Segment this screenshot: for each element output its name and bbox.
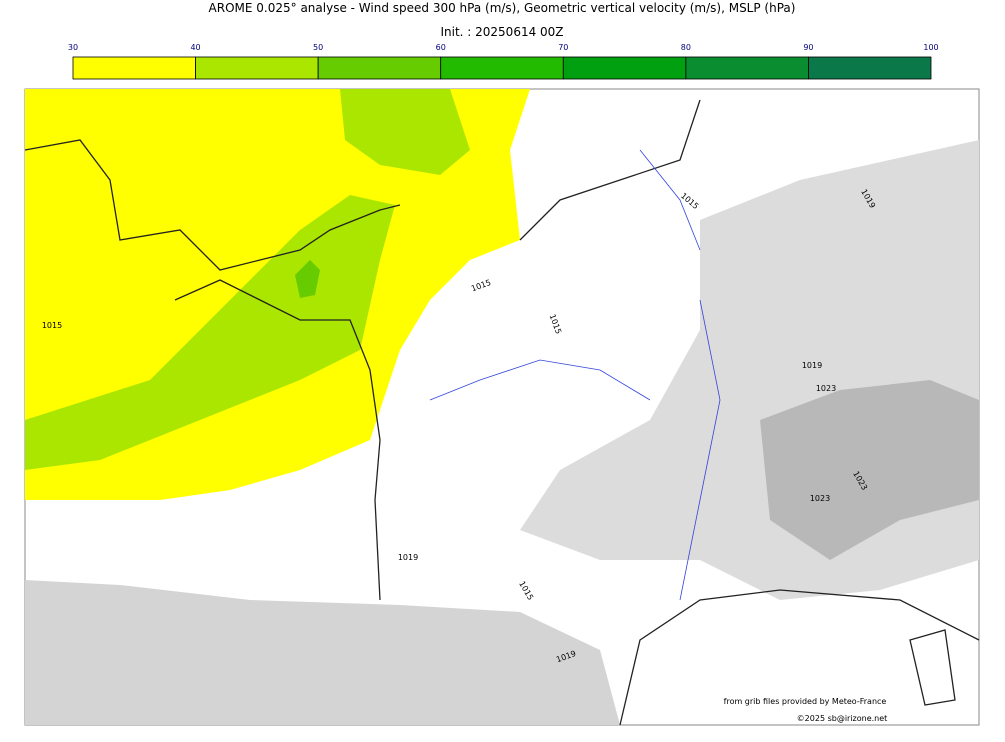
wind-60 — [295, 260, 320, 298]
title: AROME 0.025° analyse - Wind speed 300 hP… — [209, 1, 796, 15]
colorbar: 30 40 50 60 70 80 90 100 — [68, 43, 939, 80]
colorbar-tick-label: 90 — [803, 43, 813, 52]
coastline — [619, 589, 980, 726]
isobar-label: 1023 — [816, 384, 836, 393]
map-area — [24, 88, 980, 726]
colorbar-tick-label: 50 — [313, 43, 323, 52]
wind-50-north — [340, 89, 470, 175]
colorbar-tick-label: 80 — [681, 43, 691, 52]
river — [429, 359, 651, 401]
colorbar-tick-label: 100 — [923, 43, 938, 52]
river — [639, 149, 701, 251]
colorbar-tick-label: 40 — [190, 43, 200, 52]
colorbar-tick-label: 30 — [68, 43, 78, 52]
isobar-label: 1023 — [810, 494, 830, 503]
isobar-label: 1019 — [802, 361, 822, 370]
isobar-label: 1015 — [42, 321, 62, 330]
colorbar-bin — [685, 56, 809, 80]
colorbar-tick-label: 60 — [436, 43, 446, 52]
pyrenees-shade — [25, 580, 620, 725]
coastline — [24, 139, 401, 271]
credit-source: from grib files provided by Meteo-France — [724, 697, 887, 706]
border — [519, 99, 701, 241]
colorbar-bin — [317, 56, 442, 80]
wind-50 — [25, 195, 395, 470]
corsica — [909, 629, 956, 706]
colorbar-tick-label: 70 — [558, 43, 568, 52]
colorbar-bin — [195, 56, 319, 80]
colorbar-bin — [72, 56, 196, 80]
isobar-label: 1019 — [398, 553, 418, 562]
colorbar-bin — [562, 56, 687, 80]
river — [679, 299, 721, 601]
init-time: Init. : 20250614 00Z — [440, 25, 563, 39]
colorbar-bin — [440, 56, 564, 80]
colorbar-bin — [808, 56, 932, 80]
coastline — [174, 279, 381, 601]
credit-copyright: ©2025 sb@irizone.net — [797, 714, 888, 723]
alps-high-shade — [760, 380, 979, 560]
